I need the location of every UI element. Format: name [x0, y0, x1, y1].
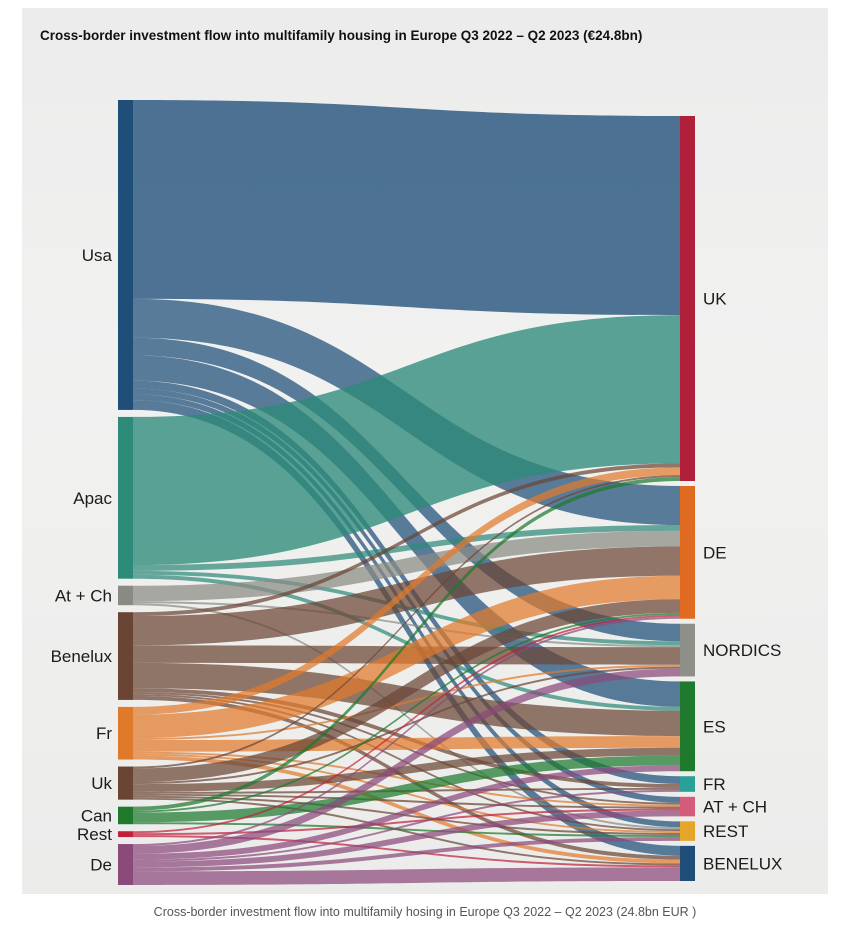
source-label-can: Can — [81, 806, 112, 825]
flow-link-apac-to-uk — [133, 315, 680, 566]
source-label-fr: Fr — [96, 724, 112, 743]
flow-link-fr-to-uk — [133, 467, 680, 715]
flow-link-uk-to-nordics — [133, 666, 680, 785]
flow-link-can-to-uk — [133, 477, 680, 811]
source-label-apac: Apac — [73, 489, 112, 508]
flow-link-fr-to-at-ch — [133, 751, 680, 807]
source-node-apac — [118, 416, 133, 579]
source-node-uk — [118, 766, 133, 800]
target-label-rest: REST — [703, 822, 748, 841]
target-node-nordics — [680, 623, 695, 677]
flow-link-uk-to-uk — [133, 475, 680, 769]
flow-link-de-to-nordics — [133, 668, 680, 854]
figure-caption: Cross-border investment flow into multif… — [153, 905, 697, 919]
target-label-nordics: NORDICS — [703, 641, 781, 660]
target-node-de — [680, 486, 695, 619]
flow-link-benelux-to-es — [133, 662, 680, 737]
target-label-de: DE — [703, 543, 727, 562]
source-label-at-ch: At + Ch — [55, 586, 112, 605]
target-node-benelux — [680, 845, 695, 881]
target-node-rest — [680, 821, 695, 841]
source-node-de — [118, 844, 133, 885]
flow-link-apac-to-de — [133, 525, 680, 571]
flow-link-uk-to-es — [133, 747, 680, 792]
flow-link-fr-to-nordics — [133, 664, 680, 741]
flow-link-uk-to-de — [133, 599, 680, 783]
flow-link-can-to-de — [133, 612, 680, 813]
flow-link-usa-to-uk — [133, 100, 680, 316]
flow-link-uk-to-at-ch — [133, 793, 680, 809]
source-label-usa: Usa — [82, 246, 113, 265]
target-label-benelux: BENELUX — [703, 854, 782, 873]
flow-link-can-to-rest — [133, 822, 680, 837]
target-node-at-ch — [680, 796, 695, 817]
source-label-benelux: Benelux — [51, 647, 113, 666]
source-node-at-ch — [118, 585, 133, 606]
target-label-uk: UK — [703, 290, 727, 309]
flow-link-de-to-de — [133, 616, 680, 847]
target-label-es: ES — [703, 717, 726, 736]
source-label-uk: Uk — [91, 774, 112, 793]
sankey-chart: Cross-border investment flow into multif… — [40, 28, 783, 885]
target-label-fr: FR — [703, 775, 726, 794]
flow-link-benelux-to-de — [133, 546, 680, 646]
flow-link-benelux-to-benelux — [133, 696, 680, 860]
flow-link-rest-to-benelux — [133, 835, 680, 868]
flow-link-de-to-benelux — [133, 867, 680, 885]
source-node-fr — [118, 706, 133, 760]
flow-link-fr-to-es — [133, 736, 680, 752]
flow-link-de-to-at-ch — [133, 810, 680, 868]
flow-link-fr-to-benelux — [133, 755, 680, 864]
flow-link-uk-to-benelux — [133, 797, 680, 866]
flow-link-rest-to-de — [133, 614, 680, 834]
flow-link-at-ch-to-nordics — [133, 601, 680, 648]
target-label-at-ch: AT + CH — [703, 798, 767, 817]
target-node-fr — [680, 776, 695, 792]
source-label-rest: Rest — [77, 825, 112, 844]
flow-links — [133, 100, 680, 885]
target-node-es — [680, 681, 695, 772]
flow-link-de-to-fr — [133, 789, 680, 862]
flow-link-benelux-to-uk — [133, 463, 680, 617]
flow-link-de-to-rest — [133, 836, 680, 872]
source-node-usa — [118, 100, 133, 410]
source-node-can — [118, 806, 133, 825]
flow-link-de-to-es — [133, 765, 680, 860]
flow-link-fr-to-de — [133, 575, 680, 739]
flow-nodes — [118, 100, 695, 885]
flow-link-can-to-es — [133, 755, 680, 823]
flow-link-at-ch-to-de — [133, 530, 680, 602]
chart-title: Cross-border investment flow into multif… — [40, 28, 642, 43]
flow-link-usa-to-rest — [133, 394, 680, 828]
target-node-uk — [680, 116, 695, 481]
source-label-de: De — [90, 856, 112, 875]
source-node-benelux — [118, 612, 133, 700]
flow-link-at-ch-to-rest — [133, 603, 680, 830]
flow-link-usa-to-benelux — [133, 400, 680, 856]
source-node-rest — [118, 831, 133, 838]
flow-link-rest-to-at-ch — [133, 808, 680, 836]
flow-link-usa-to-es — [133, 355, 680, 707]
